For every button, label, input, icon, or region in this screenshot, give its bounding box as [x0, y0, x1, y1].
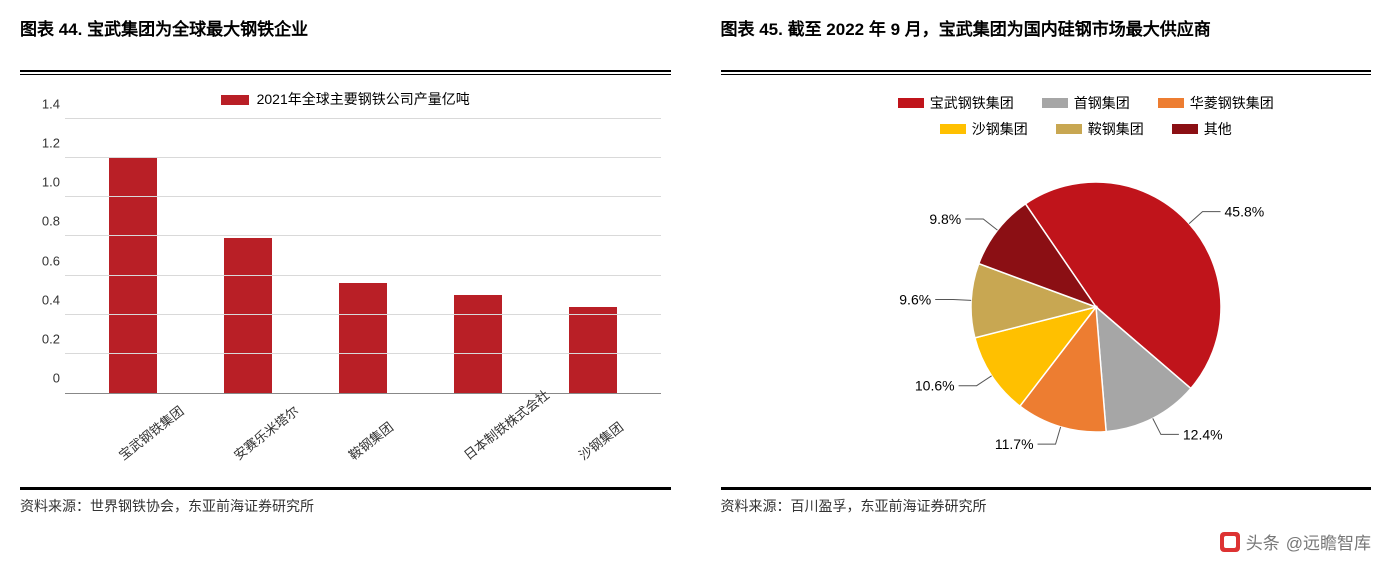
legend-label: 华菱钢铁集团 [1190, 93, 1274, 113]
legend-item: 宝武钢铁集团 [898, 93, 1014, 113]
right-source: 资料来源：百川盈孚，东亚前海证券研究所 [721, 490, 1372, 516]
gridline [65, 157, 661, 158]
legend-item: 鞍钢集团 [1056, 119, 1144, 139]
bar [224, 238, 272, 393]
watermark-logo-icon [1220, 532, 1240, 552]
pie-legend: 宝武钢铁集团 首钢集团 华菱钢铁集团沙钢集团 鞍钢集团 其他 [721, 75, 1372, 147]
gridline [65, 235, 661, 236]
y-tick-label: 1.0 [20, 175, 60, 190]
gridline [65, 314, 661, 315]
y-tick-label: 0.6 [20, 253, 60, 268]
divider [721, 70, 1372, 72]
pie-chart: 宝武钢铁集团 首钢集团 华菱钢铁集团沙钢集团 鞍钢集团 其他 45.8% 12.4% 11.… [721, 75, 1372, 485]
pie-leader-line [1152, 418, 1178, 434]
right-title: 图表 45. 截至 2022 年 9 月，宝武集团为国内硅钢市场最大供应商 [721, 10, 1372, 70]
bar-chart: 2021年全球主要钢铁公司产量亿吨 00.20.40.60.81.01.21.4… [20, 75, 671, 485]
legend-label: 宝武钢铁集团 [930, 93, 1014, 113]
y-tick-label: 0.8 [20, 214, 60, 229]
legend-swatch [221, 95, 249, 105]
pie-slice-label: 12.4% [1183, 426, 1223, 442]
watermark: 头条 @远瞻智库 [1220, 529, 1371, 554]
watermark-suffix: @远瞻智库 [1286, 529, 1371, 554]
y-tick-label: 0.2 [20, 331, 60, 346]
bar-legend: 2021年全球主要钢铁公司产量亿吨 [20, 75, 671, 119]
legend-item: 其他 [1172, 119, 1232, 139]
divider [20, 70, 671, 72]
legend-swatch [1172, 124, 1198, 134]
gridline [65, 118, 661, 119]
gridline [65, 196, 661, 197]
pie-leader-line [965, 219, 997, 230]
legend-swatch [898, 98, 924, 108]
legend-swatch [1158, 98, 1184, 108]
y-tick-label: 1.4 [20, 97, 60, 112]
y-tick-label: 1.2 [20, 136, 60, 151]
bar [109, 158, 157, 393]
x-axis-labels: 宝武钢铁集团安赛乐米塔尔鞍钢集团日本制铁株式会社沙钢集团 [65, 394, 661, 494]
pie-plot-area: 45.8% 12.4% 11.7% 10.6% 9.6% 9.8% [721, 147, 1372, 467]
pie-leader-line [1037, 427, 1060, 444]
pie-slice-label: 9.8% [929, 211, 961, 227]
legend-label: 其他 [1204, 119, 1232, 139]
gridline [65, 353, 661, 354]
bar [569, 307, 617, 393]
pie-slice-label: 9.6% [899, 291, 931, 307]
pie-svg: 45.8% 12.4% 11.7% 10.6% 9.6% 9.8% [796, 152, 1296, 462]
legend-swatch [940, 124, 966, 134]
legend-item: 首钢集团 [1042, 93, 1130, 113]
legend-label: 沙钢集团 [972, 119, 1028, 139]
bar [339, 283, 387, 393]
bar [454, 295, 502, 393]
legend-label: 鞍钢集团 [1088, 119, 1144, 139]
pie-slice-label: 10.6% [915, 378, 955, 394]
legend-swatch [1056, 124, 1082, 134]
legend-item: 沙钢集团 [940, 119, 1028, 139]
legend-swatch [1042, 98, 1068, 108]
right-panel: 图表 45. 截至 2022 年 9 月，宝武集团为国内硅钢市场最大供应商 宝武… [721, 10, 1372, 516]
y-tick-label: 0.4 [20, 292, 60, 307]
pie-leader-line [958, 376, 991, 386]
legend-item: 华菱钢铁集团 [1158, 93, 1274, 113]
bar-plot-area: 00.20.40.60.81.01.21.4 [65, 119, 661, 394]
gridline [65, 275, 661, 276]
pie-leader-line [1189, 212, 1220, 224]
left-panel: 图表 44. 宝武集团为全球最大钢铁企业 2021年全球主要钢铁公司产量亿吨 0… [20, 10, 671, 516]
y-tick-label: 0 [20, 371, 60, 386]
watermark-prefix: 头条 [1246, 529, 1280, 554]
legend-label: 首钢集团 [1074, 93, 1130, 113]
pie-slice-label: 45.8% [1224, 204, 1264, 220]
legend-label: 2021年全球主要钢铁公司产量亿吨 [257, 91, 470, 107]
pie-slice-label: 11.7% [995, 436, 1034, 452]
pie-leader-line [935, 299, 971, 300]
left-title: 图表 44. 宝武集团为全球最大钢铁企业 [20, 10, 671, 70]
